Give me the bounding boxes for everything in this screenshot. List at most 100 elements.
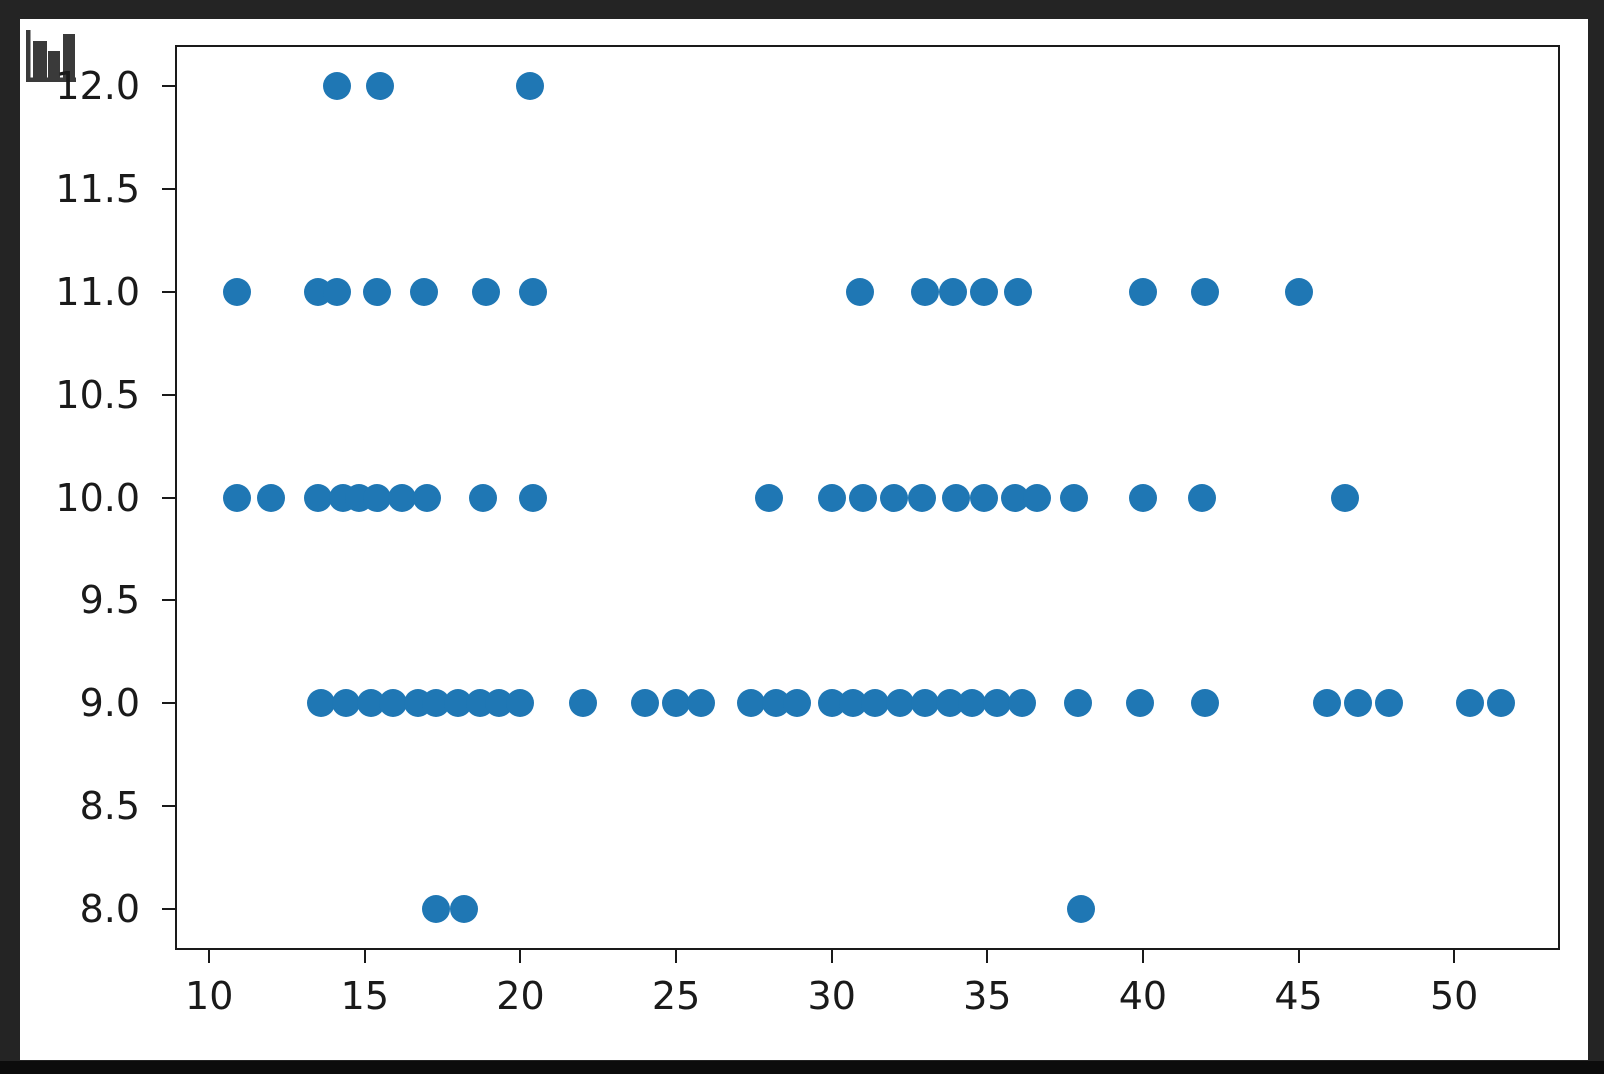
x-tick-mark	[1297, 950, 1300, 963]
x-tick-mark	[675, 950, 678, 963]
scatter-point	[1343, 689, 1372, 718]
scatter-point	[879, 483, 908, 512]
scatter-point	[223, 277, 252, 306]
scatter-point	[736, 689, 765, 718]
x-tick-label: 50	[1429, 974, 1479, 1018]
x-tick-label: 30	[807, 974, 856, 1018]
scatter-point	[1191, 689, 1220, 718]
scatter-point	[1486, 689, 1515, 718]
scatter-point	[911, 689, 940, 718]
scatter-point	[755, 483, 784, 512]
y-tick-label: 9.0	[79, 681, 140, 726]
y-tick-label: 8.0	[79, 886, 140, 931]
scatter-point	[1312, 689, 1341, 718]
x-tick-mark	[519, 950, 522, 963]
scatter-point	[911, 277, 940, 306]
scatter-point	[907, 483, 936, 512]
scatter-point	[1128, 483, 1157, 512]
scatter-point	[304, 483, 333, 512]
scatter-point	[970, 483, 999, 512]
scatter-point	[783, 689, 812, 718]
scatter-point	[686, 689, 715, 718]
scatter-point	[409, 277, 438, 306]
scatter-point	[506, 689, 535, 718]
scatter-point	[388, 483, 417, 512]
scatter-point	[223, 483, 252, 512]
y-tick-mark	[162, 290, 175, 293]
y-tick-mark	[162, 393, 175, 396]
y-tick-mark	[162, 496, 175, 499]
scatter-point	[518, 483, 547, 512]
scatter-point	[515, 72, 544, 101]
scatter-point	[322, 277, 351, 306]
scatter-point	[630, 689, 659, 718]
x-tick-mark	[830, 950, 833, 963]
scatter-point	[1007, 689, 1036, 718]
x-tick-label: 25	[651, 974, 701, 1018]
scatter-point	[1128, 277, 1157, 306]
scatter-point	[307, 689, 336, 718]
scatter-point	[1125, 689, 1154, 718]
scatter-point	[257, 483, 286, 512]
scatter-point	[1455, 689, 1484, 718]
y-tick-mark	[162, 702, 175, 705]
scatter-point	[982, 689, 1011, 718]
scatter-point	[363, 277, 392, 306]
y-tick-mark	[162, 187, 175, 190]
x-tick-mark	[986, 950, 989, 963]
scatter-point	[1191, 277, 1220, 306]
scatter-point	[1066, 894, 1095, 923]
scatter-point	[472, 277, 501, 306]
scatter-point	[1284, 277, 1313, 306]
scatter-point	[366, 72, 395, 101]
y-tick-mark	[162, 599, 175, 602]
y-tick-mark	[162, 85, 175, 88]
scatter-point	[817, 483, 846, 512]
x-tick-label: 15	[340, 974, 390, 1018]
scatter-point	[1060, 483, 1089, 512]
scatter-point	[363, 483, 392, 512]
scatter-point	[1023, 483, 1052, 512]
scatter-point	[469, 483, 498, 512]
scatter-point	[1004, 277, 1033, 306]
scatter-point	[1188, 483, 1217, 512]
x-tick-mark	[208, 950, 211, 963]
y-tick-label: 8.5	[79, 784, 140, 829]
scatter-point	[1331, 483, 1360, 512]
y-tick-mark	[162, 907, 175, 910]
scatter-point	[568, 689, 597, 718]
scatter-point	[662, 689, 691, 718]
x-tick-label: 35	[963, 974, 1012, 1018]
scatter-point	[957, 689, 986, 718]
y-tick-label: 11.0	[55, 269, 140, 314]
y-tick-label: 12.0	[55, 64, 140, 109]
scatter-point	[332, 689, 361, 718]
scatter-point	[939, 277, 968, 306]
scatter-point	[970, 277, 999, 306]
scatter-point	[1374, 689, 1403, 718]
x-tick-mark	[1453, 950, 1456, 963]
bar-chart-icon	[26, 30, 76, 82]
y-tick-label: 11.5	[55, 166, 140, 211]
scatter-point	[422, 894, 451, 923]
scatter-point	[848, 483, 877, 512]
scatter-point	[861, 689, 890, 718]
scatter-point	[845, 277, 874, 306]
y-tick-mark	[162, 805, 175, 808]
scatter-point	[886, 689, 915, 718]
scatter-point	[413, 483, 442, 512]
scatter-point	[378, 689, 407, 718]
scatter-point	[1063, 689, 1092, 718]
x-tick-label: 45	[1274, 974, 1323, 1018]
y-tick-label: 9.5	[79, 578, 140, 623]
x-tick-label: 20	[496, 974, 545, 1018]
x-tick-label: 10	[185, 974, 234, 1018]
x-tick-mark	[1141, 950, 1144, 963]
scatter-point	[942, 483, 971, 512]
scatter-point	[322, 72, 351, 101]
y-tick-label: 10.0	[55, 475, 140, 520]
scatter-point	[450, 894, 479, 923]
x-tick-label: 40	[1118, 974, 1168, 1018]
y-tick-label: 10.5	[55, 372, 140, 417]
